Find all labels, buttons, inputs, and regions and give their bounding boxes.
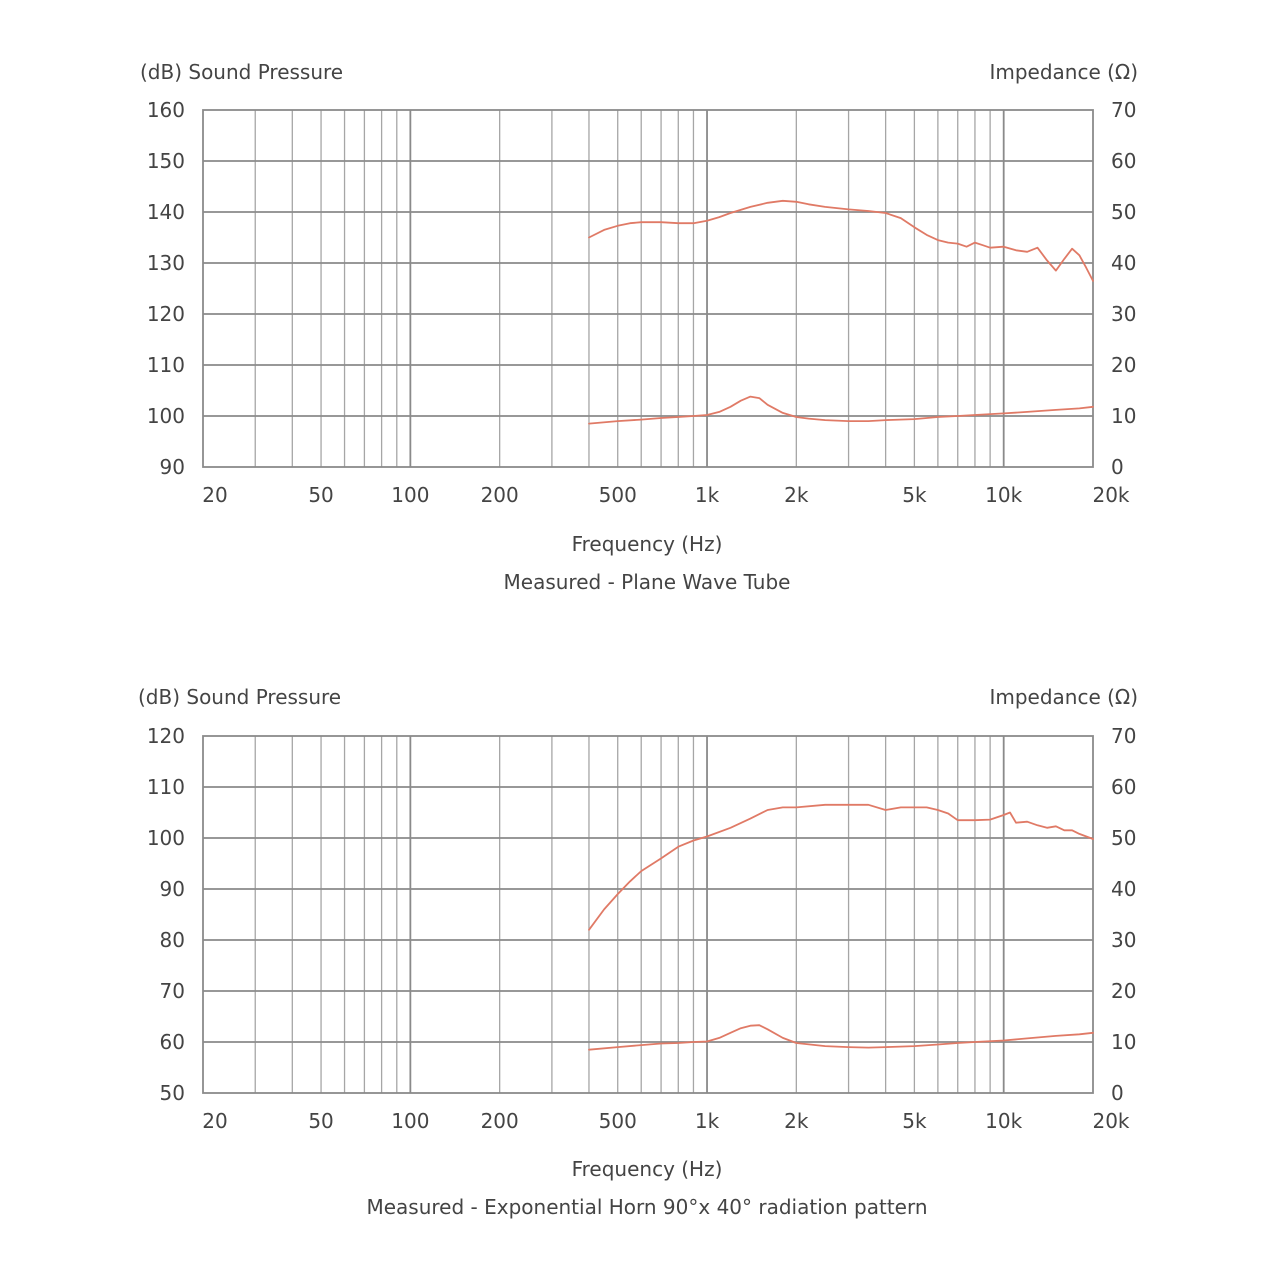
x-tick-label: 2k [784,1109,809,1133]
y-right-tick-label: 30 [1111,302,1136,326]
x-tick-label: 50 [308,483,333,507]
y-right-tick-label: 40 [1111,251,1136,275]
x-tick-label: 20 [202,1109,227,1133]
y-left-tick-label: 110 [147,775,185,799]
y-left-tick-label: 110 [147,353,185,377]
impedance-curve [588,1024,1094,1051]
impedance-curve [588,395,1094,425]
y-left-tick-label: 160 [147,98,185,122]
x-tick-label: 1k [695,1109,720,1133]
x-tick-label: 50 [308,1109,333,1133]
x-tick-label: 2k [784,483,809,507]
y-right-tick-label: 30 [1111,928,1136,952]
x-tick-label: 10k [985,1109,1022,1133]
x-tick-label: 20 [202,483,227,507]
y-left-tick-label: 150 [147,149,185,173]
y-left-tick-label: 60 [160,1030,185,1054]
y-right-tick-label: 0 [1111,1081,1124,1105]
plot-grid [203,736,1093,1093]
y-left-tick-label: 130 [147,251,185,275]
y-left-tick-label: 90 [160,455,185,479]
right-axis-title: Impedance (Ω) [989,685,1138,709]
chart-exponential-horn: (dB) Sound Pressure Impedance (Ω) Freque… [138,685,1138,1219]
y-left-tick-label: 50 [160,1081,185,1105]
y-right-tick-label: 10 [1111,1030,1136,1054]
x-tick-label: 500 [599,483,637,507]
x-tick-label: 200 [481,483,519,507]
left-axis-title: (dB) Sound Pressure [140,60,343,84]
y-left-tick-label: 90 [160,877,185,901]
x-tick-label: 1k [695,483,720,507]
chart-caption: Measured - Plane Wave Tube [504,570,791,594]
y-left-tick-label: 100 [147,404,185,428]
y-right-tick-label: 70 [1111,724,1136,748]
plot-frame [202,735,1094,1094]
x-tick-label: 500 [599,1109,637,1133]
y-right-tick-label: 0 [1111,455,1124,479]
y-right-tick-label: 10 [1111,404,1136,428]
x-tick-label: 100 [391,1109,429,1133]
y-left-tick-label: 80 [160,928,185,952]
sound-pressure-curve [588,803,1094,931]
x-axis-title: Frequency (Hz) [572,1157,723,1181]
plot-grid [203,110,1093,467]
left-axis-title: (dB) Sound Pressure [138,685,341,709]
y-right-tick-label: 20 [1111,353,1136,377]
x-tick-label: 200 [481,1109,519,1133]
y-right-tick-label: 20 [1111,979,1136,1003]
x-tick-label: 20k [1092,483,1129,507]
x-tick-label: 10k [985,483,1022,507]
y-left-tick-label: 100 [147,826,185,850]
x-axis-title: Frequency (Hz) [572,532,723,556]
y-right-tick-label: 50 [1111,200,1136,224]
x-tick-label: 20k [1092,1109,1129,1133]
chart-caption: Measured - Exponential Horn 90°x 40° rad… [366,1195,927,1219]
x-tick-label: 5k [902,1109,927,1133]
x-tick-label: 100 [391,483,429,507]
plot-frame [202,109,1094,468]
x-tick-label: 5k [902,483,927,507]
sound-pressure-curve [588,199,1094,282]
y-left-tick-label: 70 [160,979,185,1003]
y-right-tick-label: 60 [1111,775,1136,799]
chart-plane-wave-tube: (dB) Sound Pressure Impedance (Ω) Freque… [140,60,1138,594]
y-right-tick-label: 70 [1111,98,1136,122]
y-left-tick-label: 120 [147,302,185,326]
y-right-tick-label: 50 [1111,826,1136,850]
y-right-tick-label: 40 [1111,877,1136,901]
y-left-tick-label: 140 [147,200,185,224]
right-axis-title: Impedance (Ω) [989,60,1138,84]
y-right-tick-label: 60 [1111,149,1136,173]
y-left-tick-label: 120 [147,724,185,748]
